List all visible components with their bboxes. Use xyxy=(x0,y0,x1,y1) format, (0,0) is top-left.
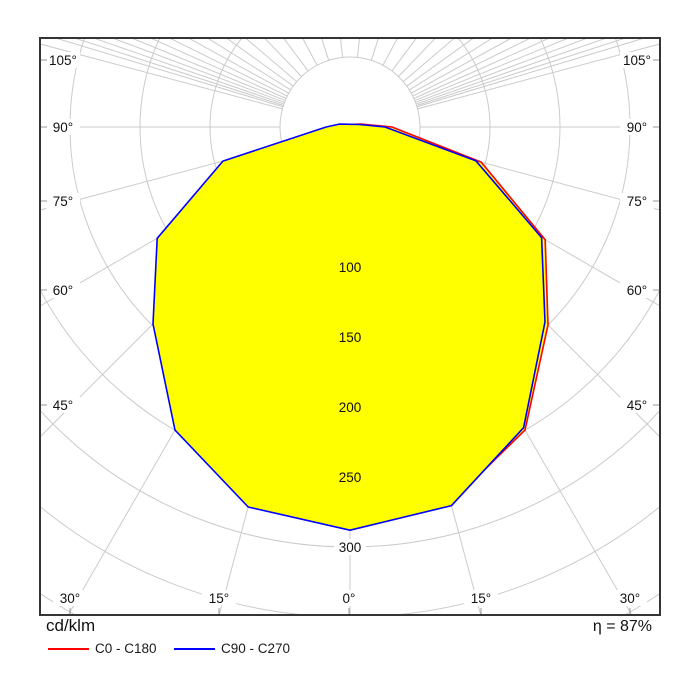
grid-fan-ray xyxy=(149,38,287,99)
angle-label-bg xyxy=(202,590,236,606)
radial-label-bg xyxy=(334,259,366,275)
angle-label: 30° xyxy=(620,591,640,606)
radial-label-bg xyxy=(334,329,366,345)
radial-label: 100 xyxy=(339,260,362,275)
plot-border xyxy=(39,37,661,616)
border-ticks xyxy=(40,59,660,615)
angle-label: 15° xyxy=(471,591,491,606)
grid-ray xyxy=(417,43,660,110)
angle-label: 75° xyxy=(53,194,73,209)
grid-ray xyxy=(40,43,283,110)
angle-label-bg xyxy=(46,119,80,135)
angle-label-bg xyxy=(46,397,80,413)
angle-label: 105° xyxy=(623,53,651,68)
angle-label-bg xyxy=(46,193,80,209)
grid-fan-ray xyxy=(411,38,513,94)
legend: C0 - C180 C90 - C270 xyxy=(48,641,290,656)
grid-fan-ray xyxy=(414,38,570,102)
grid-fan-ray xyxy=(53,38,284,108)
angle-label: 90° xyxy=(627,120,647,135)
angle-label-bg xyxy=(620,397,654,413)
angle-label: 60° xyxy=(627,283,647,298)
curve-C90-C270 xyxy=(152,123,546,531)
grid-fan-ray xyxy=(91,38,285,105)
radial-label-bg xyxy=(334,469,366,485)
grid-fan-ray xyxy=(416,38,647,108)
angle-label-bg xyxy=(620,119,654,135)
angle-label-bg xyxy=(613,590,647,606)
angle-label: 45° xyxy=(627,398,647,413)
angle-label-bg xyxy=(53,590,87,606)
angle-label-bg xyxy=(620,193,654,209)
grid-fan-ray xyxy=(413,38,551,99)
angle-label: 60° xyxy=(53,283,73,298)
radial-label: 150 xyxy=(339,330,362,345)
radial-label: 300 xyxy=(339,540,362,555)
angle-label: 15° xyxy=(209,591,229,606)
angle-label-bg xyxy=(332,590,366,606)
angle-label-bg xyxy=(464,590,498,606)
angle-label: 90° xyxy=(53,120,73,135)
grid-fan-ray xyxy=(168,38,288,97)
grid-fan-ray xyxy=(415,38,589,103)
units-label: cd/klm xyxy=(46,616,96,635)
grid-fan-ray xyxy=(356,38,361,58)
grid-ray xyxy=(417,144,660,211)
grid-fan-ray xyxy=(415,38,609,105)
grid-fan-ray xyxy=(416,38,628,106)
grid-fan-ray xyxy=(111,38,285,103)
angle-label-bg xyxy=(620,52,654,68)
radial-label-bg xyxy=(334,399,366,415)
legend-label-c90-c270: C90 - C270 xyxy=(221,641,291,656)
grid-fan-ray xyxy=(187,38,289,94)
efficiency-label: η = 87% xyxy=(592,618,652,635)
grid-fan-ray xyxy=(72,38,284,106)
legend-line-c0-c180 xyxy=(48,647,89,650)
angle-label-bg xyxy=(620,282,654,298)
angle-labels: 0° 15° 15° 30° 30° 45° 45° 60° 60° 75° 75° 90° 90° 10… xyxy=(46,52,654,606)
angle-label-bg xyxy=(46,282,80,298)
grid-fan-ray xyxy=(130,38,286,102)
radial-label: 250 xyxy=(339,470,362,485)
angle-label: 45° xyxy=(53,398,73,413)
radial-labels: 100 150 200 250 300 xyxy=(334,259,366,555)
angle-label: 75° xyxy=(627,194,647,209)
intensity-curves xyxy=(152,123,549,531)
grid-ray xyxy=(40,144,283,211)
radial-label: 200 xyxy=(339,400,362,415)
angle-label-bg xyxy=(46,52,80,68)
angle-label: 0° xyxy=(343,591,356,606)
angle-label: 30° xyxy=(60,591,80,606)
radial-label-bg xyxy=(334,539,366,555)
angle-label: 105° xyxy=(49,53,77,68)
grid-fan-ray xyxy=(412,38,532,97)
legend-line-c90-c270 xyxy=(174,647,215,650)
grid-fan-ray xyxy=(339,38,344,58)
legend-label-c0-c180: C0 - C180 xyxy=(95,641,157,656)
